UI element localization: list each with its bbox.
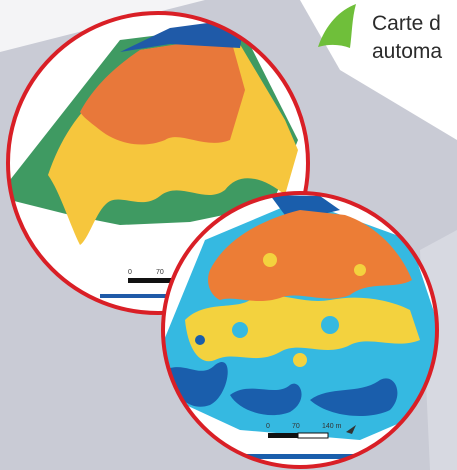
north-arrow-icon: [346, 425, 356, 434]
zone-blue: [120, 18, 245, 52]
zoned-scale-label-70: 70: [156, 269, 164, 276]
zoned-map-border: [6, 11, 310, 315]
caption-line-2: automa: [372, 40, 443, 63]
mod-speckle-3: [263, 253, 277, 267]
mod-speckle-2: [321, 316, 339, 334]
zoned-bottom-strip: [100, 294, 230, 298]
mod-scale-bar-1: [268, 433, 298, 438]
mod-speckle-4: [354, 264, 366, 276]
zoned-scale-bar: [128, 278, 188, 283]
modulated-map-border: [161, 191, 439, 469]
zoned-scale-label-0: 0: [128, 269, 132, 276]
zone-orange: [80, 36, 245, 145]
mod-yellow: [185, 295, 420, 362]
caption: Carte d automa: [372, 10, 442, 66]
mod-scale-label-140: 140 m: [322, 423, 342, 430]
mod-speckle-1: [232, 322, 248, 338]
mod-speckle-5: [293, 353, 307, 367]
mod-blue-3: [310, 378, 398, 416]
leaf-icon: [318, 4, 356, 48]
mod-blue-2: [230, 383, 302, 416]
mod-bottom-strip: [200, 454, 400, 459]
mod-speckle-6: [195, 335, 205, 345]
caption-line-1: Carte d: [372, 12, 441, 35]
mod-scale-label-70: 70: [292, 423, 300, 430]
mod-orange: [208, 210, 412, 302]
mod-scale-label-0: 0: [266, 423, 270, 430]
mod-scale-bar-2: [297, 432, 329, 439]
